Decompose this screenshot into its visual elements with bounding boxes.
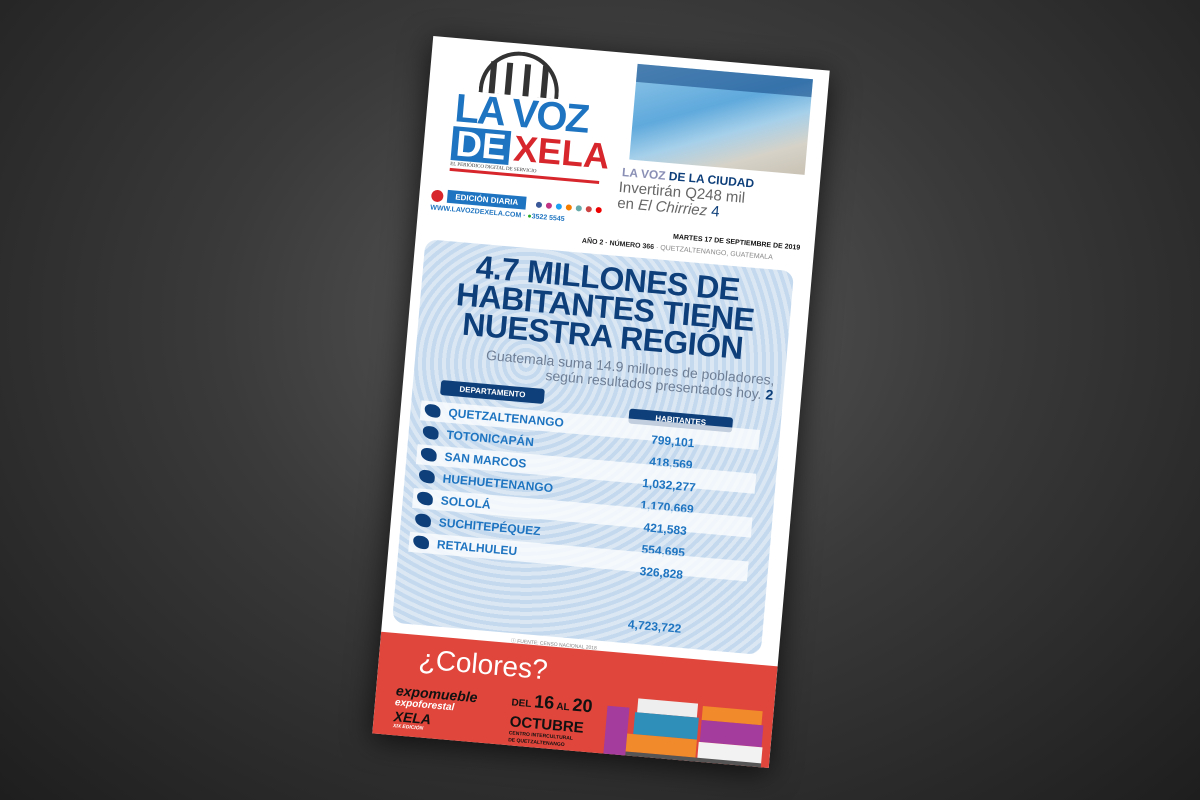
expo-logo: expomueble expoforestal XELA XIX EDICIÓN <box>393 682 478 737</box>
sub-page: 2 <box>764 386 774 403</box>
red-dot-icon <box>430 188 444 202</box>
teaser-page: 4 <box>710 202 721 221</box>
al: AL <box>555 701 570 714</box>
phone: 3522 5545 <box>531 213 565 224</box>
expomueble-ad[interactable]: ¿Colores? expomueble expoforestal XELA XIX … <box>372 631 778 769</box>
ad-title: ¿Colores? <box>417 643 549 686</box>
day2: 20 <box>571 694 594 717</box>
department-map-icon <box>424 403 442 419</box>
del: DEL <box>510 697 532 711</box>
social-icons <box>535 201 603 213</box>
sofa-image <box>603 692 768 769</box>
department-name: SAN MARCOS <box>444 449 527 471</box>
twitter-icon[interactable] <box>555 202 563 210</box>
teaser-pre: en <box>616 194 639 214</box>
department-map-icon <box>418 469 436 484</box>
day1: 16 <box>533 691 556 714</box>
logo: LA VOZ DE XELA EL PERIÓDICO DIGITAL DE SE… <box>449 46 612 184</box>
department-name: RETALHULEU <box>436 537 518 559</box>
department-map-icon <box>416 491 434 506</box>
department-map-icon <box>422 425 440 440</box>
department-map-icon <box>414 513 432 528</box>
newspaper-cover: LA VOZ DE XELA EL PERIÓDICO DIGITAL DE SE… <box>372 35 830 769</box>
department-map-icon <box>420 447 438 462</box>
dome-icon <box>478 48 563 100</box>
issue-number: AÑO 2 · NÚMERO 366 <box>581 237 655 252</box>
department-name: SOLOLÁ <box>440 493 492 512</box>
instagram-icon[interactable] <box>545 201 553 209</box>
app-icon[interactable] <box>585 205 593 212</box>
department-map-icon <box>412 535 430 550</box>
edge-icon[interactable] <box>575 204 583 212</box>
youtube-icon[interactable] <box>595 206 603 213</box>
logo-de: DE <box>450 122 512 168</box>
facebook-icon[interactable] <box>535 201 543 208</box>
pool-photo <box>629 63 813 175</box>
logo-xela: XELA <box>512 127 612 177</box>
blog-icon[interactable] <box>565 203 573 211</box>
ad-dates: DEL 16 AL 20 OCTUBRE CENTRO INTERCULTURA… <box>508 689 594 751</box>
